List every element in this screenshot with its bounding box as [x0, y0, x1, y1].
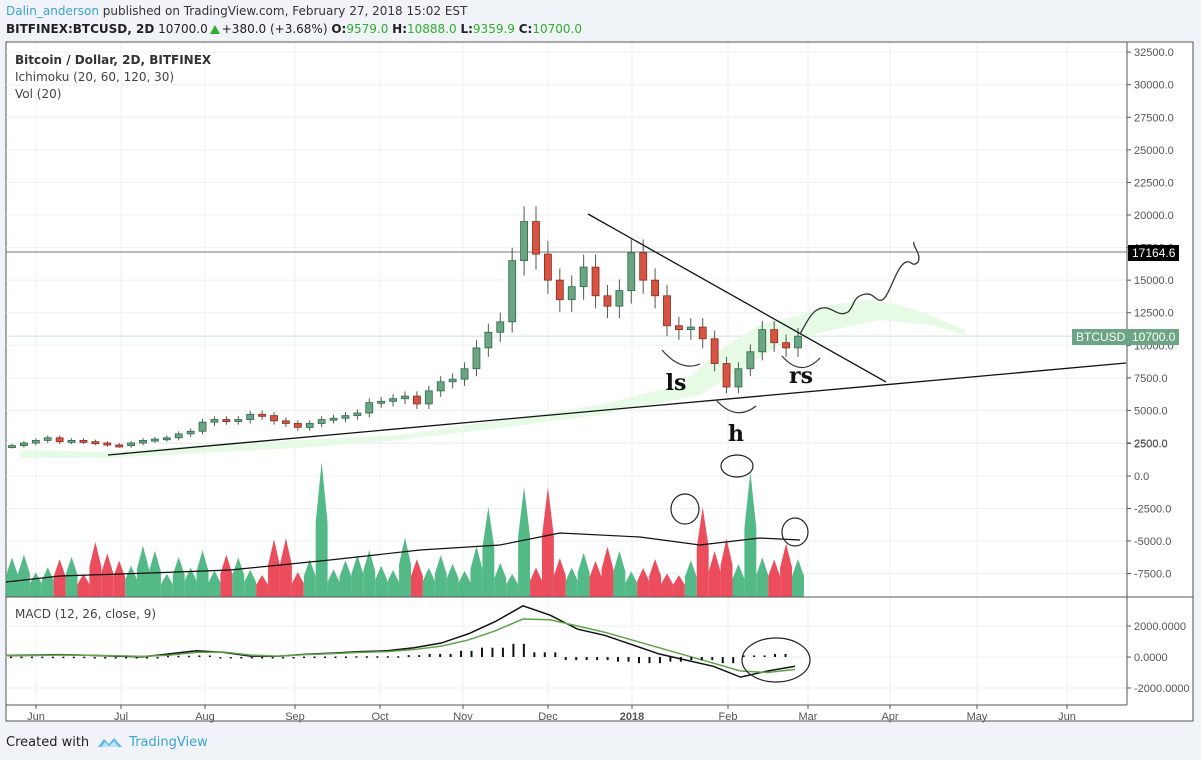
svg-text:0.0000: 0.0000: [1134, 652, 1168, 664]
svg-text:Aug: Aug: [195, 711, 215, 723]
footer: Created with TradingView: [6, 735, 208, 750]
created-with-label: Created with: [6, 735, 90, 750]
close-value: 10700.0: [532, 22, 582, 36]
svg-text:Nov: Nov: [453, 711, 473, 723]
svg-text:12500.0: 12500.0: [1134, 308, 1174, 320]
symbol-price-label: BTCUSD: [1072, 329, 1130, 345]
up-arrow-icon: [209, 25, 220, 34]
trend-drawings[interactable]: ls h rs: [107, 213, 1127, 683]
svg-text:2018: 2018: [620, 711, 644, 723]
svg-text:Oct: Oct: [371, 711, 388, 723]
svg-text:5000.0: 5000.0: [1134, 405, 1168, 417]
annotation-rs: rs: [789, 363, 813, 389]
open-label: O:: [331, 22, 347, 36]
volume-legend[interactable]: Vol (20): [15, 87, 62, 101]
svg-text:Jun: Jun: [1058, 711, 1076, 723]
svg-text:7500.0: 7500.0: [1134, 373, 1168, 385]
svg-text:27500.0: 27500.0: [1134, 112, 1174, 124]
price-change: +380.0 (+3.68%): [221, 22, 328, 36]
published-text: published on TradingView.com, February 2…: [102, 4, 468, 18]
horizontal-line-price-tag: 17164.6: [1128, 245, 1180, 261]
svg-text:Mar: Mar: [799, 711, 818, 723]
macd-legend[interactable]: MACD (12, 26, close, 9): [15, 607, 157, 621]
svg-text:-2000.0000: -2000.0000: [1134, 683, 1190, 695]
svg-text:Apr: Apr: [881, 711, 898, 723]
annotation-h: h: [728, 421, 744, 447]
high-value: 10888.0: [407, 22, 457, 36]
last-price: 10700.0: [158, 22, 208, 36]
svg-text:Sep: Sep: [285, 711, 305, 723]
svg-text:2500.0: 2500.0: [1134, 439, 1168, 451]
svg-text:-7500.0: -7500.0: [1134, 569, 1171, 581]
low-label: L:: [460, 22, 473, 36]
svg-text:Jun: Jun: [27, 711, 45, 723]
symbol-name: BITFINEX:BTCUSD, 2D: [6, 22, 155, 36]
svg-text:2000.0000: 2000.0000: [1134, 621, 1186, 633]
high-label: H:: [392, 22, 408, 36]
svg-text:-5000.0: -5000.0: [1134, 536, 1171, 548]
svg-text:0.0: 0.0: [1134, 471, 1149, 483]
last-price-tag: 10700.0: [1128, 329, 1180, 345]
axes: Jun Jul Aug Sep Oct Nov Dec 2018 Feb Mar Apr May Jun…: [6, 42, 1193, 723]
svg-text:32500.0: 32500.0: [1134, 47, 1174, 59]
svg-text:22500.0: 22500.0: [1134, 177, 1174, 189]
svg-text:Dec: Dec: [538, 711, 558, 723]
chart-title-legend: Bitcoin / Dollar, 2D, BITFINEX: [15, 53, 212, 67]
svg-text:30000.0: 30000.0: [1134, 80, 1174, 92]
svg-text:May: May: [967, 711, 988, 723]
symbol-info-bar: BITFINEX:BTCUSD, 2D 10700.0 +380.0 (+3.68…: [6, 22, 582, 36]
svg-text:25000.0: 25000.0: [1134, 145, 1174, 157]
low-value: 9359.9: [472, 22, 515, 36]
publish-info: Dalin_anderson published on TradingView.…: [6, 4, 467, 18]
svg-text:2500.0: 2500.0: [1134, 438, 1168, 450]
svg-text:20000.0: 20000.0: [1134, 210, 1174, 222]
tradingview-logo-icon: [98, 738, 123, 747]
volume-area: [5, 462, 804, 597]
svg-text:Jul: Jul: [114, 711, 128, 723]
candlesticks: [8, 206, 802, 449]
tradingview-link[interactable]: TradingView: [129, 735, 208, 750]
svg-text:15000.0: 15000.0: [1134, 275, 1174, 287]
open-value: 9579.0: [346, 22, 389, 36]
annotation-ls: ls: [666, 370, 687, 396]
close-label: C:: [518, 22, 533, 36]
macd-pane: [5, 605, 796, 678]
ichimoku-cloud: [20, 300, 965, 458]
ichimoku-legend[interactable]: Ichimoku (20, 60, 120, 30): [15, 70, 175, 84]
svg-text:Feb: Feb: [719, 711, 738, 723]
svg-text:-2500.0: -2500.0: [1134, 504, 1171, 516]
author-link[interactable]: Dalin_anderson: [6, 4, 99, 18]
